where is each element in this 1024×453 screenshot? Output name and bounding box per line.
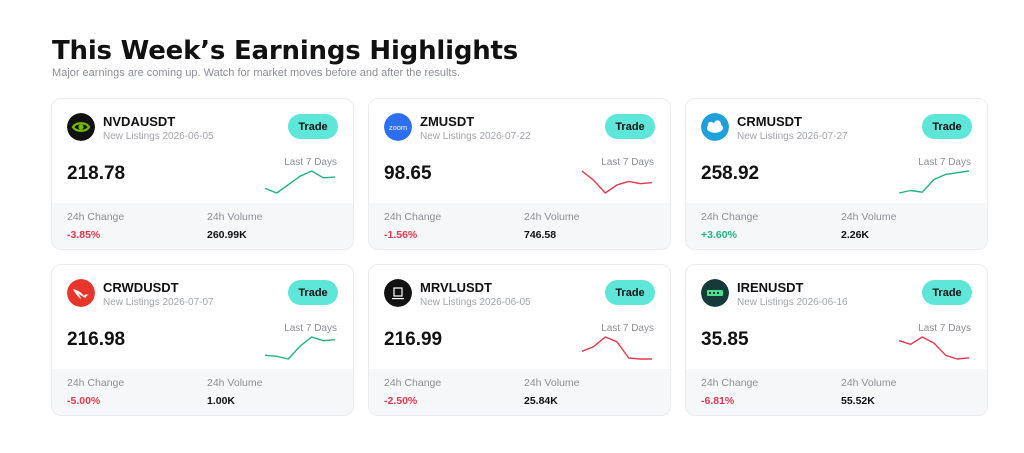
volume-label: 24h Volume [524, 211, 580, 223]
page-title: This Week’s Earnings Highlights [52, 36, 519, 66]
trade-button[interactable]: Trade [605, 280, 655, 305]
volume-value: 55.52K [841, 395, 875, 407]
card-stats: 24h Change 24h Volume -1.56% 746.58 [369, 203, 670, 249]
card-symbol: IRENUSDT [737, 280, 804, 295]
trade-button[interactable]: Trade [288, 280, 338, 305]
page-subtitle: Major earnings are coming up. Watch for … [52, 67, 460, 79]
salesforce-logo-icon [701, 113, 729, 141]
card-mrvlusdt[interactable]: MRVLUSDT New Listings 2026-06-05 Trade 2… [368, 264, 671, 416]
change-value: -2.50% [384, 395, 418, 407]
card-symbol: CRWDUSDT [103, 280, 179, 295]
card-symbol: MRVLUSDT [420, 280, 492, 295]
card-symbol: ZMUSDT [420, 114, 475, 129]
last-7-days-label: Last 7 Days [601, 323, 654, 334]
volume-value: 1.00K [207, 395, 236, 407]
volume-label: 24h Volume [841, 377, 897, 389]
last-7-days-label: Last 7 Days [284, 323, 337, 334]
last-7-days-label: Last 7 Days [918, 323, 971, 334]
volume-label: 24h Volume [207, 377, 263, 389]
change-label: 24h Change [701, 211, 759, 223]
card-listing-date: New Listings 2026-06-16 [737, 297, 848, 308]
card-listing-date: New Listings 2026-07-22 [420, 131, 531, 142]
card-stats: 24h Change 24h Volume +3.60% 2.26K [686, 203, 987, 249]
card-stats: 24h Change 24h Volume -6.81% 55.52K [686, 369, 987, 415]
card-listing-date: New Listings 2026-07-27 [737, 131, 848, 142]
change-value: -3.85% [67, 229, 101, 241]
card-listing-date: New Listings 2026-06-05 [103, 131, 214, 142]
card-price: 35.85 [701, 329, 749, 350]
sparkline [581, 170, 653, 194]
sparkline [264, 170, 336, 194]
card-stats: 24h Change 24h Volume -3.85% 260.99K [52, 203, 353, 249]
cards-grid: NVDAUSDT New Listings 2026-06-05 Trade 2… [51, 98, 988, 416]
card-price: 216.98 [67, 329, 126, 350]
card-symbol: NVDAUSDT [103, 114, 176, 129]
crowdstrike-logo-icon [67, 279, 95, 307]
card-symbol: CRMUSDT [737, 114, 802, 129]
card-zmusdt[interactable]: zoom ZMUSDT New Listings 2026-07-22 Trad… [368, 98, 671, 250]
change-value: -5.00% [67, 395, 101, 407]
nvidia-logo-icon [67, 113, 95, 141]
zoom-logo-icon: zoom [384, 113, 412, 141]
last-7-days-label: Last 7 Days [601, 157, 654, 168]
card-price: 258.92 [701, 163, 760, 184]
volume-value: 260.99K [207, 229, 247, 241]
card-irenusdt[interactable]: IRENUSDT New Listings 2026-06-16 Trade 3… [685, 264, 988, 416]
volume-label: 24h Volume [524, 377, 580, 389]
sparkline [581, 336, 652, 360]
trade-button[interactable]: Trade [922, 114, 972, 139]
card-price: 98.65 [384, 163, 432, 184]
marvell-logo-icon [384, 279, 412, 307]
card-crmusdt[interactable]: CRMUSDT New Listings 2026-07-27 Trade 25… [685, 98, 988, 250]
last-7-days-label: Last 7 Days [918, 157, 971, 168]
trade-button[interactable]: Trade [605, 114, 655, 139]
card-price: 216.99 [384, 329, 443, 350]
change-label: 24h Change [67, 377, 125, 389]
card-listing-date: New Listings 2026-06-05 [420, 297, 531, 308]
card-nvdausdt[interactable]: NVDAUSDT New Listings 2026-06-05 Trade 2… [51, 98, 354, 250]
sparkline [898, 336, 970, 360]
card-stats: 24h Change 24h Volume -2.50% 25.84K [369, 369, 670, 415]
volume-value: 25.84K [524, 395, 558, 407]
card-price: 218.78 [67, 163, 126, 184]
volume-label: 24h Volume [207, 211, 263, 223]
change-label: 24h Change [67, 211, 125, 223]
iren-logo-icon [701, 279, 729, 307]
card-listing-date: New Listings 2026-07-07 [103, 297, 214, 308]
svg-text:zoom: zoom [389, 123, 407, 132]
last-7-days-label: Last 7 Days [284, 157, 337, 168]
card-stats: 24h Change 24h Volume -5.00% 1.00K [52, 369, 353, 415]
sparkline [264, 336, 336, 360]
volume-value: 746.58 [524, 229, 557, 241]
sparkline [898, 170, 970, 194]
volume-value: 2.26K [841, 229, 870, 241]
change-label: 24h Change [384, 211, 442, 223]
trade-button[interactable]: Trade [922, 280, 972, 305]
change-value: +3.60% [701, 229, 737, 241]
change-label: 24h Change [701, 377, 759, 389]
change-label: 24h Change [384, 377, 442, 389]
volume-label: 24h Volume [841, 211, 897, 223]
card-crwdusdt[interactable]: CRWDUSDT New Listings 2026-07-07 Trade 2… [51, 264, 354, 416]
trade-button[interactable]: Trade [288, 114, 338, 139]
change-value: -1.56% [384, 229, 418, 241]
change-value: -6.81% [701, 395, 735, 407]
